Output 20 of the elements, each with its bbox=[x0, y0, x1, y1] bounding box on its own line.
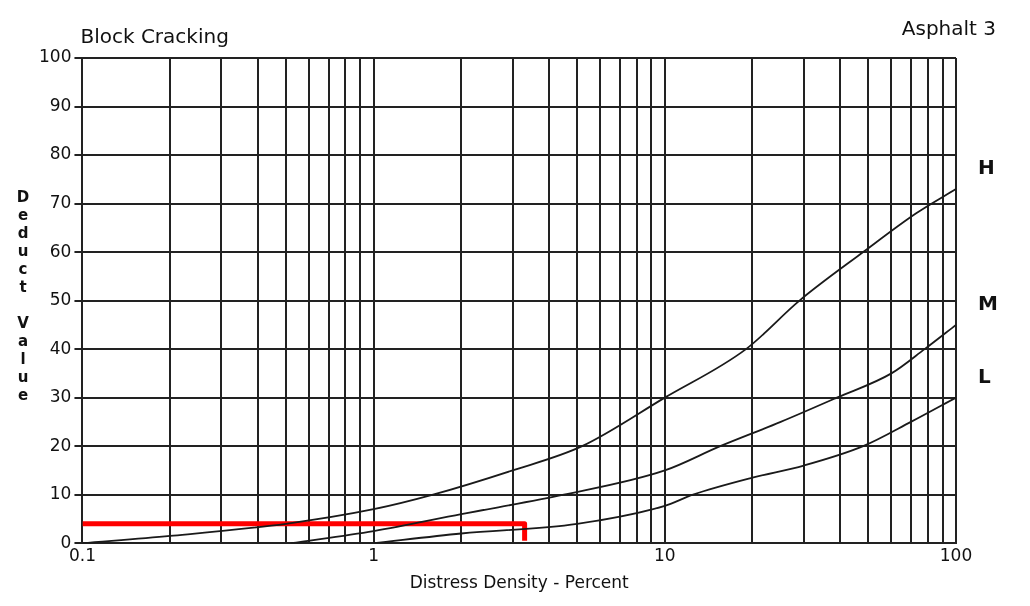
series-label: H bbox=[978, 155, 995, 180]
y-tick-label: 60 bbox=[49, 240, 72, 261]
y-tick-label: 10 bbox=[49, 483, 72, 504]
text: Asphalt 3 bbox=[901, 16, 996, 41]
y-tick-label: 30 bbox=[49, 386, 72, 407]
y-tick-label: 80 bbox=[49, 143, 72, 164]
y-tick-label: 50 bbox=[49, 289, 72, 310]
y-tick-label: 70 bbox=[49, 191, 72, 212]
x-tick-label: 100 bbox=[939, 544, 973, 565]
x-tick-label: 1 bbox=[368, 544, 380, 565]
series-label: L bbox=[978, 363, 991, 388]
x-axis-title: Distress Density - Percent bbox=[409, 572, 630, 593]
y-tick-label: 40 bbox=[49, 337, 72, 358]
chart-title: Block Cracking bbox=[80, 24, 229, 49]
x-tick-label: 10 bbox=[654, 544, 676, 565]
y-axis-title: Deduct Value bbox=[13, 188, 32, 404]
series-label: M bbox=[978, 291, 998, 316]
y-tick-label: 90 bbox=[49, 94, 72, 115]
y-tick-label: 20 bbox=[49, 434, 72, 455]
y-tick-label: 100 bbox=[38, 46, 72, 67]
